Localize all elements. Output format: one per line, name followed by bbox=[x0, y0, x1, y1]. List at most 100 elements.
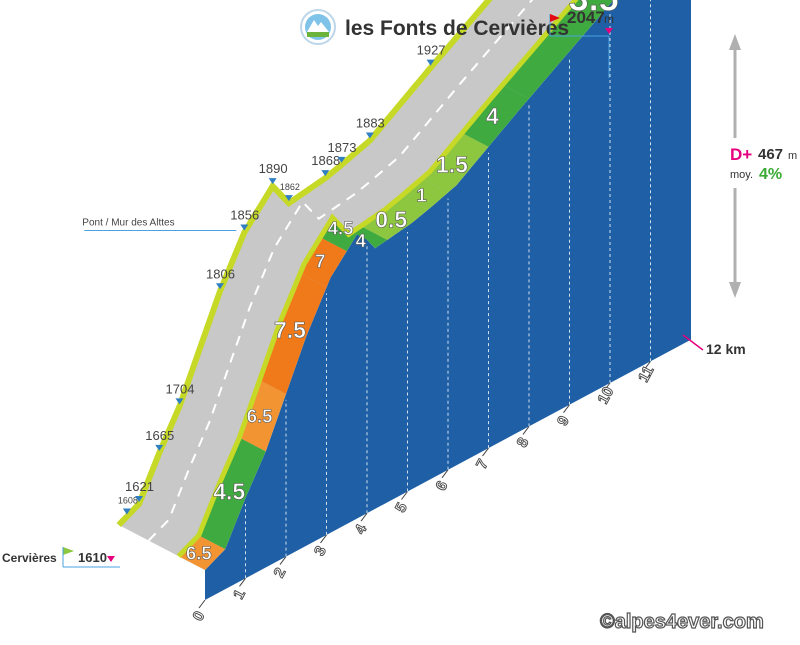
gradient-label-6: 4 bbox=[356, 230, 367, 251]
waypoint-marker-icon bbox=[365, 132, 374, 139]
gradient-label-5: 4.5 bbox=[328, 218, 354, 239]
dplus-label: D+ bbox=[730, 145, 752, 164]
gradient-label-2: 6.5 bbox=[247, 406, 273, 427]
waypoint-label-0: 1608 bbox=[118, 496, 138, 506]
summit-marker-icon bbox=[605, 28, 613, 34]
gradient-label-4: 7 bbox=[315, 251, 325, 272]
waypoint-label-11: 1927 bbox=[417, 43, 446, 58]
copyright: ©alpes4ever.com bbox=[600, 611, 764, 633]
x-tick-mark bbox=[522, 426, 530, 435]
gradient-band-3 bbox=[261, 274, 327, 394]
gradient-label-1: 4.5 bbox=[213, 479, 245, 505]
waypoint-label-5: 1856 bbox=[230, 207, 259, 222]
waypoint-marker-icon bbox=[268, 178, 277, 185]
x-tick-label-5: 5 bbox=[392, 500, 411, 515]
gradient-band-7 bbox=[362, 197, 428, 240]
road-surface-layer bbox=[116, 0, 614, 570]
summit-flag-icon bbox=[549, 14, 610, 78]
gradient-band-4 bbox=[301, 238, 347, 288]
x-tick-label-0: 0 bbox=[190, 609, 209, 624]
gradient-band-11 bbox=[504, 0, 614, 99]
avg-label: moy. bbox=[730, 169, 753, 181]
waypoint-label-4: 1806 bbox=[206, 266, 235, 281]
avg-value: 4% bbox=[759, 166, 782, 183]
gradient-label-9: 1.5 bbox=[436, 152, 468, 178]
x-tick-mark bbox=[644, 360, 651, 370]
gradient-band-2 bbox=[241, 380, 286, 452]
waypoint-marker-icon bbox=[122, 508, 131, 515]
gradient-band-9 bbox=[423, 133, 489, 193]
waypoint-marker-icon bbox=[175, 398, 184, 405]
chart-title: les Fonts de Cervières bbox=[345, 17, 569, 40]
x-tick-label-4: 4 bbox=[352, 521, 371, 537]
waypoint-label-3: 1704 bbox=[166, 381, 195, 396]
waypoint-marker-icon bbox=[321, 170, 330, 177]
waypoint-label-1: 1621 bbox=[125, 479, 154, 494]
side-wall-layer bbox=[205, 0, 691, 600]
x-tick-label-6: 6 bbox=[433, 478, 452, 493]
gradient-band-8 bbox=[403, 179, 448, 210]
x-tick-mark bbox=[320, 534, 327, 544]
waypoint-label-6: 1890 bbox=[259, 161, 288, 176]
title-badge-icon bbox=[300, 9, 336, 45]
waypoint-name-5: Pont / Mur des Alttes bbox=[82, 217, 174, 228]
gradient-label-11: 3.5 bbox=[569, 0, 619, 18]
waypoint-label-10: 1883 bbox=[356, 115, 385, 130]
gradient-band-0 bbox=[180, 536, 226, 570]
x-tick-mark bbox=[401, 491, 408, 500]
x-tick-mark bbox=[563, 404, 570, 414]
start-altitude: 1610 bbox=[78, 550, 107, 565]
gradient-labels-layer: 6.54.56.57.574.540.511.543.5 bbox=[186, 0, 619, 564]
summit-altitude: 2047 bbox=[567, 8, 605, 27]
x-tick-mark bbox=[360, 512, 368, 522]
x-tick-mark bbox=[441, 469, 449, 479]
waypoint-marker-icon bbox=[155, 444, 164, 451]
road-centre-line bbox=[147, 0, 534, 542]
waypoint-marker-icon bbox=[135, 496, 144, 503]
start-name: Cervières bbox=[2, 551, 57, 565]
x-tick-label-10: 10 bbox=[595, 384, 618, 407]
start-flag-icon bbox=[62, 547, 120, 568]
waypoint-label-2: 1665 bbox=[145, 428, 174, 443]
distance-label: 12 km bbox=[706, 341, 746, 357]
waypoint-label-7: 1862 bbox=[280, 182, 300, 192]
x-tick-label-8: 8 bbox=[514, 435, 533, 450]
gradient-band-10 bbox=[463, 85, 529, 147]
x-tick-mark bbox=[239, 577, 246, 587]
x-tick-label-9: 9 bbox=[554, 413, 573, 428]
start-marker-icon bbox=[107, 556, 115, 562]
waypoint-marker-icon bbox=[337, 156, 346, 163]
gradient-label-7: 0.5 bbox=[375, 207, 407, 233]
gradient-band-5 bbox=[322, 218, 367, 252]
dplus-value: 467 bbox=[758, 146, 783, 163]
waypoint-label-8: 1868 bbox=[311, 153, 340, 168]
x-tick-label-7: 7 bbox=[473, 457, 492, 472]
x-tick-mark bbox=[482, 447, 489, 457]
x-tick-label-1: 1 bbox=[230, 587, 249, 602]
waypoint-label-9: 1873 bbox=[328, 140, 357, 155]
x-tick-mark bbox=[279, 556, 287, 565]
waypoint-marker-icon bbox=[426, 59, 435, 66]
distance-marker-line bbox=[682, 334, 704, 351]
gradient-label-3: 7.5 bbox=[274, 317, 306, 343]
road-edge-front bbox=[176, 0, 579, 558]
waypoint-marker-icon bbox=[284, 195, 293, 202]
gradient-band-1 bbox=[200, 438, 266, 550]
gradient-label-10: 4 bbox=[486, 103, 499, 129]
x-tick-mark bbox=[198, 599, 206, 609]
waypoint-marker-icon bbox=[216, 283, 225, 290]
x-tick-mark bbox=[603, 382, 611, 392]
stats-backdrop bbox=[718, 138, 800, 188]
gradient-label-0: 6.5 bbox=[186, 543, 212, 564]
x-tick-label-11: 11 bbox=[635, 363, 657, 385]
waypoint-marker-icon bbox=[240, 224, 249, 231]
gradient-label-8: 1 bbox=[416, 184, 426, 205]
x-tick-label-3: 3 bbox=[311, 543, 330, 558]
dplus-unit: m bbox=[788, 150, 797, 162]
gradient-band-6 bbox=[342, 226, 388, 249]
summit-unit: m bbox=[604, 12, 614, 26]
waypoints-layer: 1608 1621 1665 1704 1806 1856 Pont / Mur des A… bbox=[82, 43, 446, 515]
road-edge-back bbox=[116, 0, 493, 528]
